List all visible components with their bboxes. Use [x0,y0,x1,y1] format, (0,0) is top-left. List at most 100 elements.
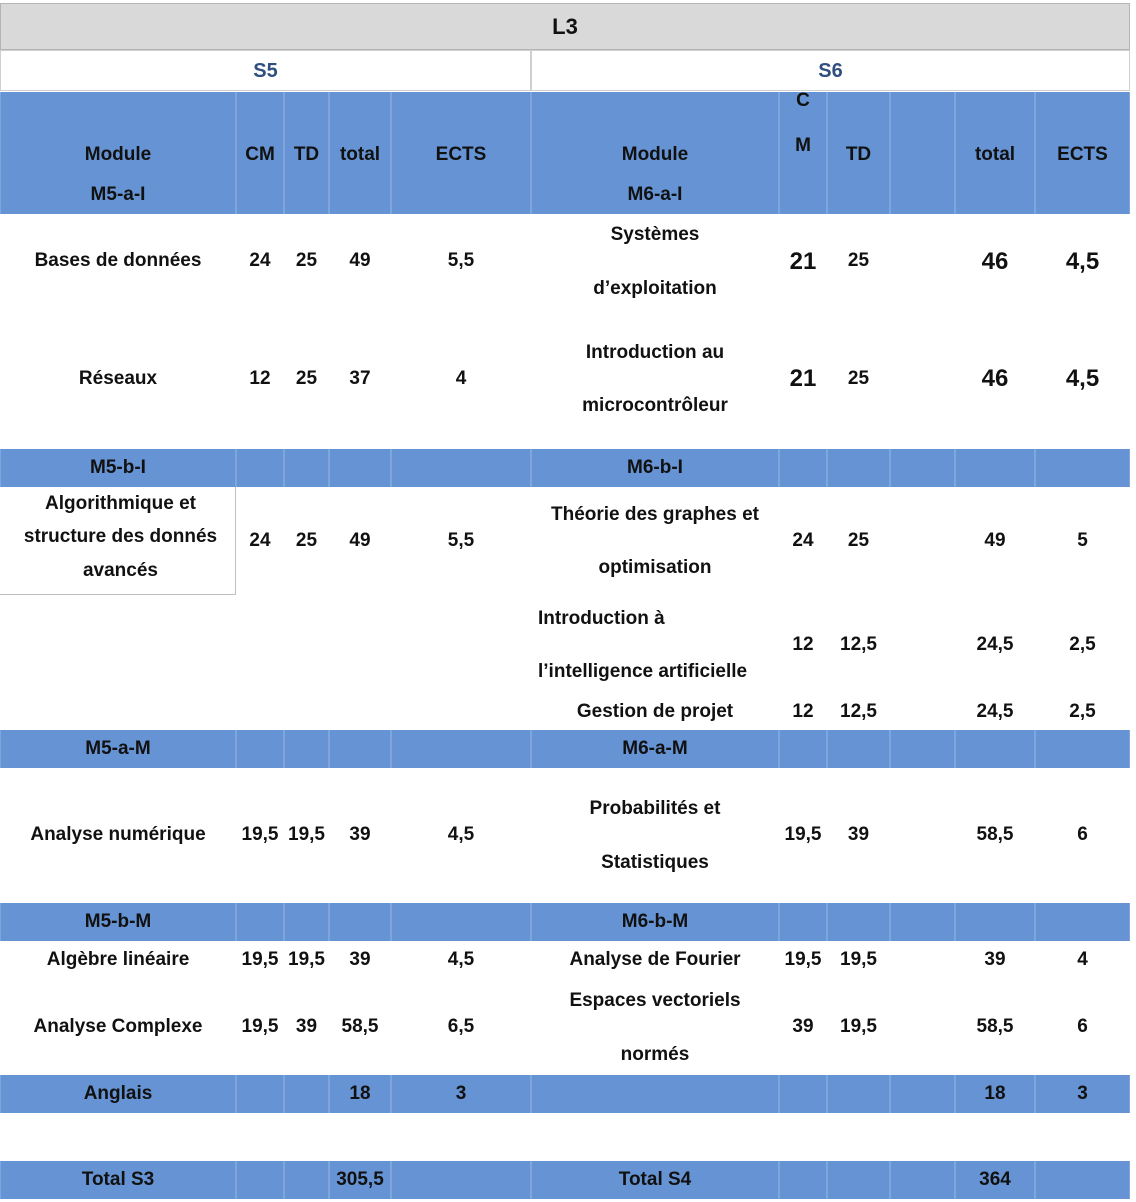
s6-module-cell: Gestion de projet [576,701,734,723]
s6-td-cell [827,903,890,941]
s6-extra-cell [890,730,955,768]
s5-td-cell [284,595,329,695]
s6-total-cell [955,177,1035,214]
s5-td-cell: 25 [295,529,318,551]
s6-td-cell [827,449,890,487]
s6-total-cell [955,449,1035,487]
s5-total-cell [329,595,391,695]
s5-cm-cell: 19,5 [241,949,279,971]
s6-total-cell: 46 [981,365,1009,392]
s6-total-cell: 364 [955,1161,1035,1199]
s6-td-cell: 19,5 [840,1016,877,1038]
s5-cm-cell [236,903,284,941]
s5-total-cell [329,730,391,768]
s6-module-cell: Introduction à l’intelligence artificiell… [538,607,748,682]
s6-total-cell: 58,5 [976,1016,1014,1038]
s6-ects-cell: 3 [1035,1075,1130,1113]
table-title: L3 [0,3,1130,50]
s5-module-cell [0,595,236,695]
s6-td-cell: 39 [847,824,870,846]
s6-extra-cell [890,980,955,1075]
s5-total-cell [329,177,391,214]
s5-ects-cell [391,177,531,214]
s5-td-cell: 19,5 [288,949,325,971]
s5-td-cell [284,730,329,768]
s5-module-cell: Bases de données [34,250,202,272]
s5-cm-cell [236,449,284,487]
s6-ects-cell: 4,5 [1065,365,1100,392]
s5-cm-cell [236,730,284,768]
s6-total-cell: 24,5 [976,701,1014,723]
s6-td-cell: 12,5 [840,701,877,723]
s5-module-cell: M5-a-I [0,177,236,214]
s5-td-cell [284,1075,329,1113]
s5-cm-cell [236,1075,284,1113]
s6-extra-cell [890,903,955,941]
s5-module-cell: M5-a-M [0,730,236,768]
s5-td-cell [284,177,329,214]
s5-module-cell: Algèbre linéaire [46,949,190,971]
s6-td-cell [827,730,890,768]
s5-ects-cell [391,730,531,768]
s5-ects-cell: 5,5 [447,250,475,272]
s5-total-cell: 39 [349,824,371,846]
s6-module-cell: Analyse de Fourier [569,949,741,971]
header-s5-module: Module [0,92,236,177]
s6-td-cell: 25 [847,529,870,551]
s5-td-cell [284,1161,329,1199]
s5-ects-cell: 4,5 [447,949,475,971]
s6-cm-cell: 19,5 [784,949,822,971]
s5-total-cell: 305,5 [329,1161,391,1199]
s6-module-cell [531,1075,779,1113]
s5-td-cell [284,903,329,941]
header-s6-ects: ECTS [1035,92,1130,177]
s6-total-cell: 24,5 [976,633,1014,655]
s6-extra-cell [890,309,955,449]
header-s5-cm: CM [236,92,284,177]
s6-cm-cell [779,1161,827,1199]
s6-ects-cell [1035,730,1130,768]
s5-total-cell: 18 [329,1075,391,1113]
s6-ects-cell: 5 [1077,529,1088,551]
s5-module-cell [0,695,236,730]
s6-cm-cell [779,730,827,768]
s5-total-cell [329,903,391,941]
header-s6-module: Module [531,92,779,177]
s6-ects-cell [1035,177,1130,214]
s5-td-cell: 19,5 [288,824,325,846]
s6-td-cell [827,177,890,214]
s6-cm-cell [779,449,827,487]
s6-extra-cell [890,768,955,903]
s6-total-cell: 58,5 [976,824,1014,846]
s6-td-cell: 12,5 [840,633,877,655]
s5-cm-cell: 19,5 [241,824,279,846]
s5-total-cell: 39 [349,949,371,971]
s6-ects-cell: 6 [1077,1016,1088,1038]
s5-cm-cell: 19,5 [241,1016,279,1038]
s5-cm-cell [236,177,284,214]
s5-total-cell: 49 [349,250,371,272]
header-s6-extra [890,92,955,177]
s6-extra-cell [890,487,955,595]
s6-ects-cell: 4 [1077,949,1088,971]
header-s6-total: total [955,92,1035,177]
s5-cm-cell [236,595,284,695]
s5-td-cell: 25 [295,367,318,389]
s6-td-cell: 19,5 [840,949,877,971]
s5-ects-cell [391,449,531,487]
s5-module-cell: Anglais [0,1075,236,1113]
s6-extra-cell [890,941,955,980]
s6-module-cell: M6-a-I [531,177,779,214]
s5-cm-cell [236,695,284,730]
s6-extra-cell [890,595,955,695]
s5-ects-cell: 3 [391,1075,531,1113]
s5-cm-cell [236,1161,284,1199]
s6-module-cell: Systèmes d’exploitation [593,224,717,299]
s6-ects-cell: 2,5 [1069,633,1096,655]
s6-module-cell: Théorie des graphes et optimisation [550,503,759,578]
s6-cm-cell: 12 [792,633,814,655]
s5-module-cell: Analyse numérique [30,824,206,846]
s5-td-cell: 25 [295,250,318,272]
